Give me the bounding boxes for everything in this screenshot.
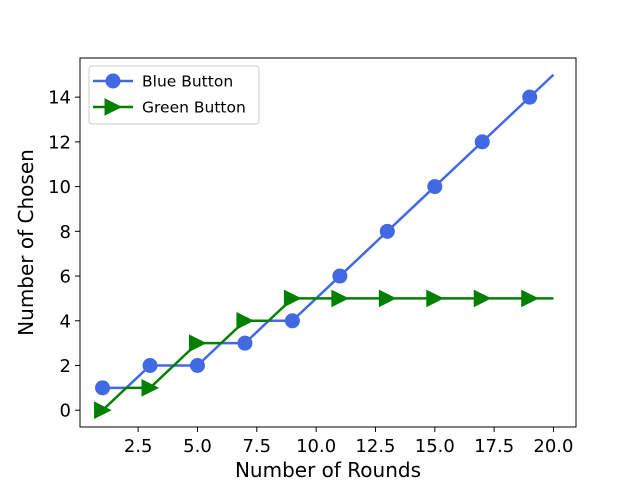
series-0-point <box>189 358 205 373</box>
x-tick-label: 20.0 <box>533 436 573 457</box>
series-0-point <box>95 380 111 396</box>
legend: Blue Button Green Button <box>88 65 260 125</box>
series-0-point <box>474 134 490 150</box>
legend-marker-1 <box>104 98 123 116</box>
series-1-point <box>283 289 302 308</box>
x-tick-label: 7.5 <box>242 436 271 457</box>
series-1-point <box>188 334 207 352</box>
x-tick-label: 5.0 <box>183 436 212 457</box>
series-1-point <box>236 311 255 330</box>
x-tick-label: 17.5 <box>474 436 514 457</box>
series-1-point <box>473 289 492 308</box>
series-0-point <box>427 179 443 195</box>
series-0-point <box>142 358 158 373</box>
y-tick-label: 4 <box>60 311 71 332</box>
series-0-point <box>379 223 395 239</box>
series-line-1 <box>101 297 554 412</box>
series-1-point <box>426 289 444 308</box>
series-0-point <box>522 89 538 105</box>
x-axis-label: Number of Rounds <box>235 458 421 480</box>
x-tick-label: 10.0 <box>296 436 336 457</box>
series-1-point <box>141 379 160 397</box>
series-0-point <box>237 335 253 351</box>
x-tick-label: 12.5 <box>355 436 395 457</box>
y-tick-label: 14 <box>48 88 71 109</box>
series-1-point <box>378 289 397 308</box>
legend-label-0: Blue Button <box>142 73 233 91</box>
series-1-point <box>331 289 349 308</box>
y-tick-label: 6 <box>60 267 71 288</box>
series-0-point <box>332 268 348 284</box>
series-1-point <box>521 289 539 308</box>
y-tick-label: 10 <box>48 177 71 198</box>
plot-area-frame <box>79 57 577 428</box>
y-tick-label: 12 <box>48 132 71 153</box>
series-0-point <box>284 313 300 329</box>
y-tick-label: 2 <box>60 356 71 377</box>
y-tick-label: 0 <box>60 401 71 422</box>
y-tick-label: 8 <box>60 222 71 243</box>
series-1-point <box>94 401 112 420</box>
y-axis-label: Number of Chosen <box>14 149 38 336</box>
x-tick-label: 2.5 <box>124 436 153 457</box>
legend-label-1: Green Button <box>142 99 246 117</box>
x-tick-label: 15.0 <box>415 436 455 457</box>
legend-marker-0 <box>105 73 121 89</box>
